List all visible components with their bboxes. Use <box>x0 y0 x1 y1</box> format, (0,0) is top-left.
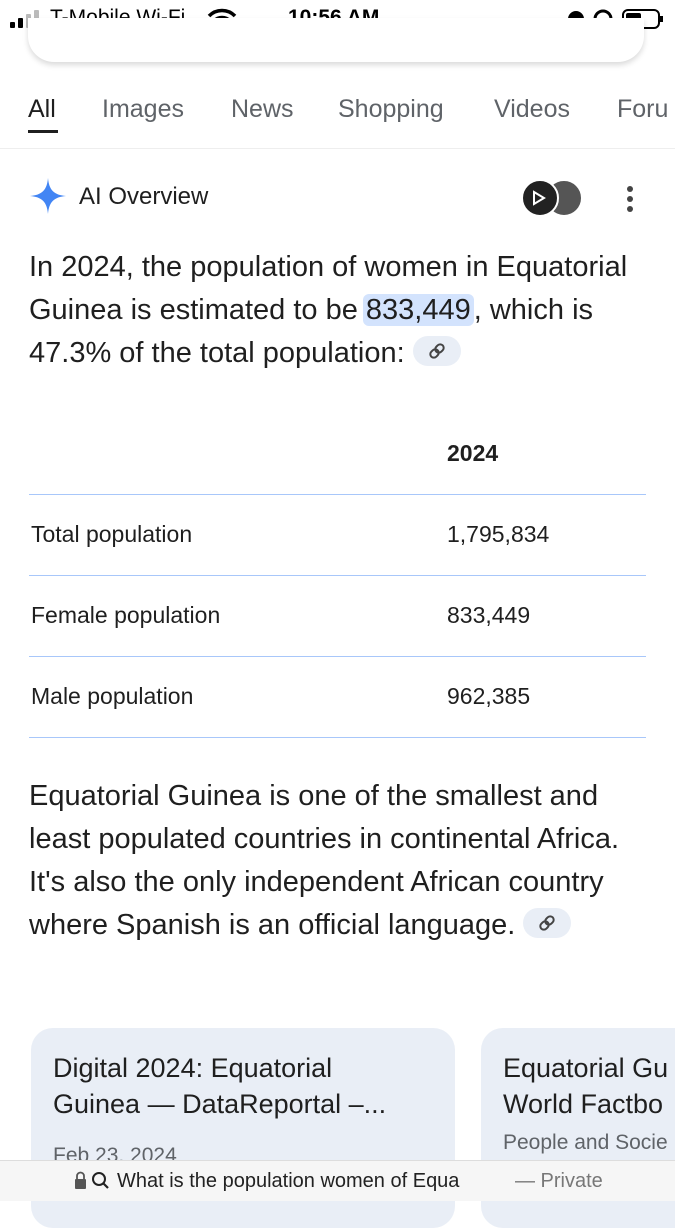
ai-overview-title: AI Overview <box>79 183 209 210</box>
intro-text: In 2024, the population of women in Equa… <box>29 246 649 375</box>
table-cell: 833,449 <box>447 602 531 628</box>
lock-search-icons <box>75 1171 109 1189</box>
tab[interactable]: Foru <box>617 95 669 123</box>
table-rule <box>29 737 646 738</box>
table-rule <box>29 575 646 576</box>
screen: {"status_bar": {"carrier": "T-Mobile Wi-… <box>0 6 675 1228</box>
url-text: What is the population women of Equa <box>117 1170 460 1192</box>
text: Equatorial Guinea is one of the smallest… <box>29 780 620 941</box>
table-cell: Total population <box>31 521 193 547</box>
link-chip[interactable] <box>523 908 572 939</box>
tab[interactable]: Videos <box>494 95 570 123</box>
private-label: — Private <box>515 1170 603 1192</box>
table-cell: 1,795,834 <box>447 521 550 547</box>
tab[interactable]: Shopping <box>338 95 444 123</box>
tab[interactable]: All <box>28 95 56 123</box>
text: In 2024, the population of women in Equa… <box>29 251 628 326</box>
paragraph: Equatorial Guinea is one of the smallest… <box>29 775 629 947</box>
card-title: Guinea — DataReportal –... <box>53 1089 387 1119</box>
card-title: World Factbo <box>503 1089 664 1119</box>
source-avatars <box>521 179 583 217</box>
highlight: 833,449 <box>362 294 474 326</box>
link-chip[interactable] <box>412 336 461 367</box>
tab[interactable]: Images <box>102 95 184 123</box>
ai-sparkle <box>30 178 66 214</box>
more-menu[interactable] <box>622 184 638 214</box>
card-subtitle: People and Socie <box>503 1131 668 1154</box>
table-header: 2024 <box>447 440 499 466</box>
card-title: Equatorial Gu <box>503 1053 669 1083</box>
table-cell: Male population <box>31 683 194 709</box>
table-rule <box>29 656 646 657</box>
card-title: Digital 2024: Equatorial <box>53 1053 333 1083</box>
tab-indicator <box>28 130 58 133</box>
table-rule <box>29 494 646 495</box>
table-cell: 962,385 <box>447 683 531 709</box>
table-cell: Female population <box>31 602 221 628</box>
divider <box>0 148 675 149</box>
search-box[interactable] <box>28 18 644 62</box>
url-bar[interactable]: What is the population women of Equa — P… <box>0 1160 675 1201</box>
tab[interactable]: News <box>231 95 294 123</box>
text: , which is 47.3% of the total population… <box>29 294 594 369</box>
